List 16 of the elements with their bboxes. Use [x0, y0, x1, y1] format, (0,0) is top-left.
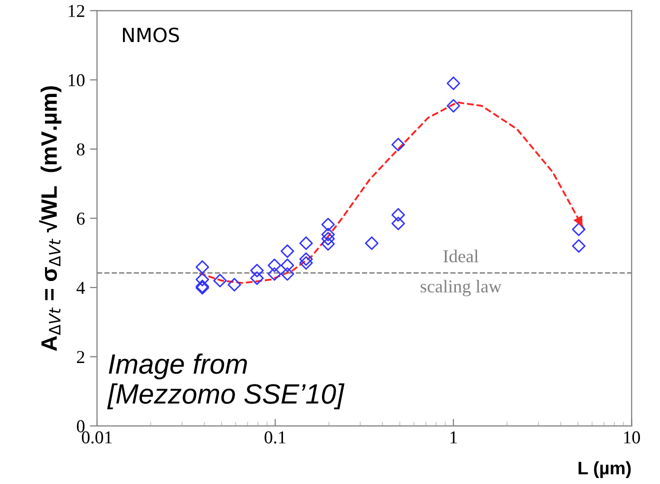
x-axis-title: L (µm) — [578, 461, 631, 478]
annotation: NMOS — [122, 28, 179, 42]
y-tick-label: 2 — [76, 351, 84, 363]
x-tick-label: 0.01 — [82, 431, 112, 444]
y-axis-title: A$_{ΔVt}$ = σ$_{ΔVt}$ √WL (mV.µm) — [39, 86, 62, 351]
x-tick-label: 10 — [624, 431, 640, 444]
x-tick-label: 0.1 — [264, 431, 286, 444]
ref-line-label: Ideal scaling law — [420, 250, 502, 296]
y-tick-label: 0 — [76, 420, 85, 432]
x-tick-label: 1 — [450, 431, 457, 444]
y-tick-label: 8 — [76, 143, 85, 156]
y-tick-label: 12 — [68, 4, 84, 17]
y-tick-label: 10 — [68, 74, 85, 86]
y-tick-label: 6 — [76, 212, 85, 225]
annotation: Image from [Mezzomo SSE’10] — [107, 353, 344, 410]
y-tick-label: 4 — [76, 282, 85, 294]
